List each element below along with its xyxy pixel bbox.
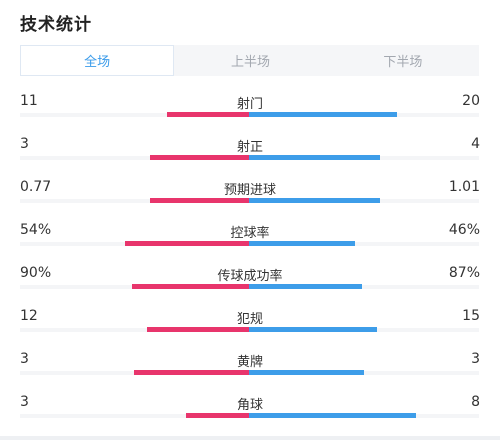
stat-label: 预期进球 <box>223 183 276 198</box>
away-bar <box>249 198 380 203</box>
away-bar <box>249 241 355 246</box>
away-value: 4 <box>471 136 480 152</box>
home-value: 3 <box>20 136 29 152</box>
stat-row: 90% 传球成功率 87% <box>0 265 500 295</box>
stat-label: 犯规 <box>236 312 263 327</box>
stat-label: 传球成功率 <box>217 269 283 284</box>
home-value: 12 <box>20 308 38 324</box>
home-bar <box>146 327 249 332</box>
period-tabs: 全场 上半场 下半场 <box>20 45 479 76</box>
home-value: 3 <box>20 351 29 367</box>
home-bar <box>167 112 249 117</box>
away-value: 87% <box>448 265 480 281</box>
away-bar <box>249 155 381 160</box>
stat-label: 控球率 <box>230 226 270 241</box>
stat-row: 12 犯规 15 <box>0 308 500 338</box>
bottom-divider <box>0 436 500 440</box>
away-value: 3 <box>471 351 480 367</box>
stat-row: 0.77 预期进球 1.01 <box>0 179 500 209</box>
stat-label: 射门 <box>236 97 263 112</box>
home-value: 0.77 <box>20 179 52 195</box>
tab-first-half[interactable]: 上半场 <box>230 55 270 70</box>
away-bar <box>249 112 398 117</box>
away-bar <box>249 284 363 289</box>
away-bar <box>249 413 417 418</box>
home-bar <box>132 284 249 289</box>
home-bar <box>149 198 249 203</box>
away-bar <box>249 370 364 375</box>
stat-label: 射正 <box>236 140 263 155</box>
away-value: 46% <box>448 222 480 238</box>
stat-label: 角球 <box>236 398 263 413</box>
home-value: 90% <box>20 265 52 281</box>
tab-full-match[interactable]: 全场 <box>20 45 175 76</box>
away-value: 1.01 <box>448 179 480 195</box>
stat-row: 3 射正 4 <box>0 136 500 166</box>
away-bar <box>249 327 377 332</box>
away-value: 15 <box>462 308 480 324</box>
stat-row: 3 角球 8 <box>0 394 500 424</box>
home-bar <box>150 155 249 160</box>
stat-row: 54% 控球率 46% <box>0 222 500 252</box>
home-value: 11 <box>20 93 38 109</box>
stats-title: 技术统计 <box>20 15 92 35</box>
home-value: 54% <box>20 222 52 238</box>
tab-second-half[interactable]: 下半场 <box>383 55 423 70</box>
home-bar <box>124 241 249 246</box>
stat-row: 11 射门 20 <box>0 93 500 123</box>
home-bar <box>134 370 249 375</box>
away-value: 8 <box>471 394 480 410</box>
stat-row: 3 黄牌 3 <box>0 351 500 381</box>
stat-label: 黄牌 <box>236 355 263 370</box>
home-value: 3 <box>20 394 29 410</box>
away-value: 20 <box>462 93 480 109</box>
home-bar <box>186 413 249 418</box>
